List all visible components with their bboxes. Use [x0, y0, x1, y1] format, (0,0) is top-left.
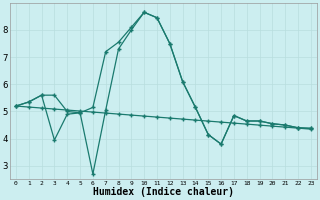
X-axis label: Humidex (Indice chaleur): Humidex (Indice chaleur) [93, 187, 234, 197]
